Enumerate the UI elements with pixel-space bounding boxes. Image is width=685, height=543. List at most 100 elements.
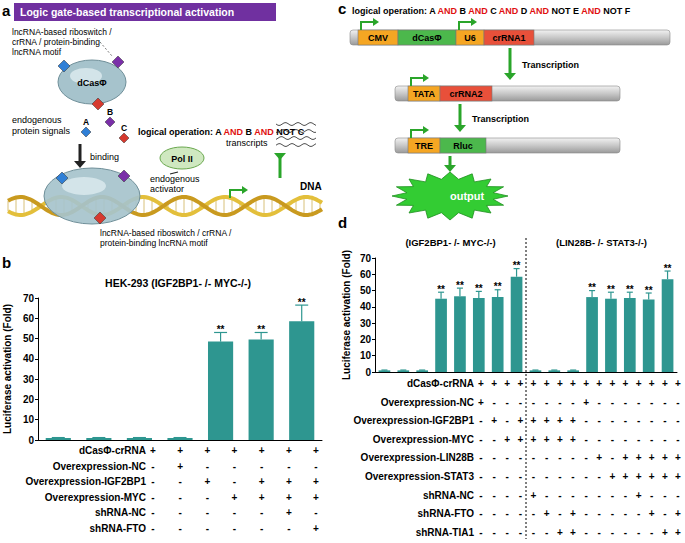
svg-text:-: - <box>479 452 482 463</box>
svg-text:-: - <box>492 397 495 408</box>
svg-text:-: - <box>637 527 640 538</box>
svg-text:-: - <box>584 434 587 445</box>
svg-text:+: + <box>531 490 537 501</box>
svg-text:**: ** <box>494 281 502 292</box>
svg-text:+: + <box>649 452 655 463</box>
svg-text:20: 20 <box>23 394 35 405</box>
svg-text:+: + <box>609 378 615 389</box>
svg-text:+: + <box>544 415 550 426</box>
svg-text:+: + <box>636 452 642 463</box>
svg-text:Overexpression-MYC: Overexpression-MYC <box>45 492 146 503</box>
svg-text:+: + <box>675 527 681 538</box>
svg-text:-: - <box>611 415 614 426</box>
svg-text:-: - <box>650 490 653 501</box>
svg-text:TATA: TATA <box>413 89 435 99</box>
svg-text:DNA: DNA <box>300 181 322 192</box>
svg-text:protein-binding lncRNA motif: protein-binding lncRNA motif <box>100 238 208 248</box>
svg-text:+: + <box>675 471 681 482</box>
svg-text:-: - <box>206 507 209 518</box>
svg-text:-: - <box>151 461 154 472</box>
svg-text:+: + <box>491 378 497 389</box>
svg-text:binding: binding <box>90 152 119 162</box>
svg-text:50: 50 <box>23 333 35 344</box>
svg-text:-: - <box>611 527 614 538</box>
svg-text:+: + <box>286 445 292 456</box>
svg-text:-: - <box>492 508 495 519</box>
svg-text:protein signals: protein signals <box>12 126 71 136</box>
svg-text:A: A <box>83 117 89 127</box>
svg-text:+: + <box>204 445 210 456</box>
svg-text:-: - <box>532 508 535 519</box>
svg-text:-: - <box>506 527 509 538</box>
svg-text:+: + <box>596 378 602 389</box>
svg-text:+: + <box>570 415 576 426</box>
svg-text:-: - <box>178 523 181 534</box>
svg-text:Luciferase activation (Fold): Luciferase activation (Fold) <box>2 304 13 434</box>
svg-text:+: + <box>544 434 550 445</box>
svg-text:-: - <box>479 415 482 426</box>
svg-text:Rluc: Rluc <box>453 141 473 151</box>
svg-text:+: + <box>517 434 523 445</box>
svg-text:-: - <box>233 523 236 534</box>
svg-text:-: - <box>624 490 627 501</box>
svg-text:-: - <box>151 492 154 503</box>
svg-text:c: c <box>338 0 346 17</box>
svg-text:-: - <box>598 434 601 445</box>
svg-text:-: - <box>637 397 640 408</box>
svg-text:Transcription: Transcription <box>522 60 579 70</box>
svg-text:+: + <box>662 378 668 389</box>
svg-text:-: - <box>558 397 561 408</box>
svg-text:-: - <box>598 397 601 408</box>
svg-text:+: + <box>504 378 510 389</box>
svg-text:-: - <box>519 471 522 482</box>
svg-text:crRNA2: crRNA2 <box>449 89 482 99</box>
svg-text:+: + <box>531 434 537 445</box>
svg-text:-: - <box>492 434 495 445</box>
svg-text:+: + <box>675 452 681 463</box>
svg-text:TRE: TRE <box>415 141 433 151</box>
svg-text:-: - <box>650 415 653 426</box>
svg-text:40: 40 <box>23 353 35 364</box>
svg-text:+: + <box>623 452 629 463</box>
svg-text:Overexpression-MYC: Overexpression-MYC <box>373 434 474 445</box>
svg-text:+: + <box>557 434 563 445</box>
svg-text:-: - <box>519 397 522 408</box>
svg-text:**: ** <box>664 263 672 274</box>
svg-text:**: ** <box>456 280 464 291</box>
svg-text:-: - <box>545 397 548 408</box>
svg-text:+: + <box>313 492 319 503</box>
svg-text:B: B <box>107 107 113 117</box>
svg-text:-: - <box>206 523 209 534</box>
svg-text:-: - <box>558 452 561 463</box>
svg-text:shRNA-TIA1: shRNA-TIA1 <box>416 527 475 538</box>
svg-text:U6: U6 <box>464 33 476 43</box>
svg-text:lncRNA-based riboswitch /: lncRNA-based riboswitch / <box>12 27 112 37</box>
svg-text:30: 30 <box>360 318 372 329</box>
svg-text:a: a <box>2 2 11 19</box>
svg-text:+: + <box>570 508 576 519</box>
svg-text:shRNA-FTO: shRNA-FTO <box>418 508 475 519</box>
svg-text:**: ** <box>217 324 225 335</box>
svg-text:**: ** <box>607 284 615 295</box>
svg-text:-: - <box>637 434 640 445</box>
svg-text:+: + <box>286 476 292 487</box>
svg-text:-: - <box>479 434 482 445</box>
svg-text:+: + <box>286 492 292 503</box>
svg-text:10: 10 <box>23 414 35 425</box>
svg-text:+: + <box>259 445 265 456</box>
svg-text:-: - <box>650 397 653 408</box>
svg-text:+: + <box>531 378 537 389</box>
svg-text:+: + <box>491 415 497 426</box>
svg-text:-: - <box>571 471 574 482</box>
svg-text:+: + <box>596 452 602 463</box>
svg-text:+: + <box>259 492 265 503</box>
svg-text:-: - <box>178 507 181 518</box>
svg-text:+: + <box>623 471 629 482</box>
svg-text:-: - <box>584 415 587 426</box>
svg-text:lncRNA motif: lncRNA motif <box>12 47 62 57</box>
svg-text:-: - <box>519 527 522 538</box>
svg-text:logical operation: A AND B AND: logical operation: A AND B AND C AND D A… <box>352 6 631 16</box>
svg-text:+: + <box>544 508 550 519</box>
svg-text:-: - <box>260 461 263 472</box>
svg-text:Overexpression-LIN28B: Overexpression-LIN28B <box>361 452 474 463</box>
